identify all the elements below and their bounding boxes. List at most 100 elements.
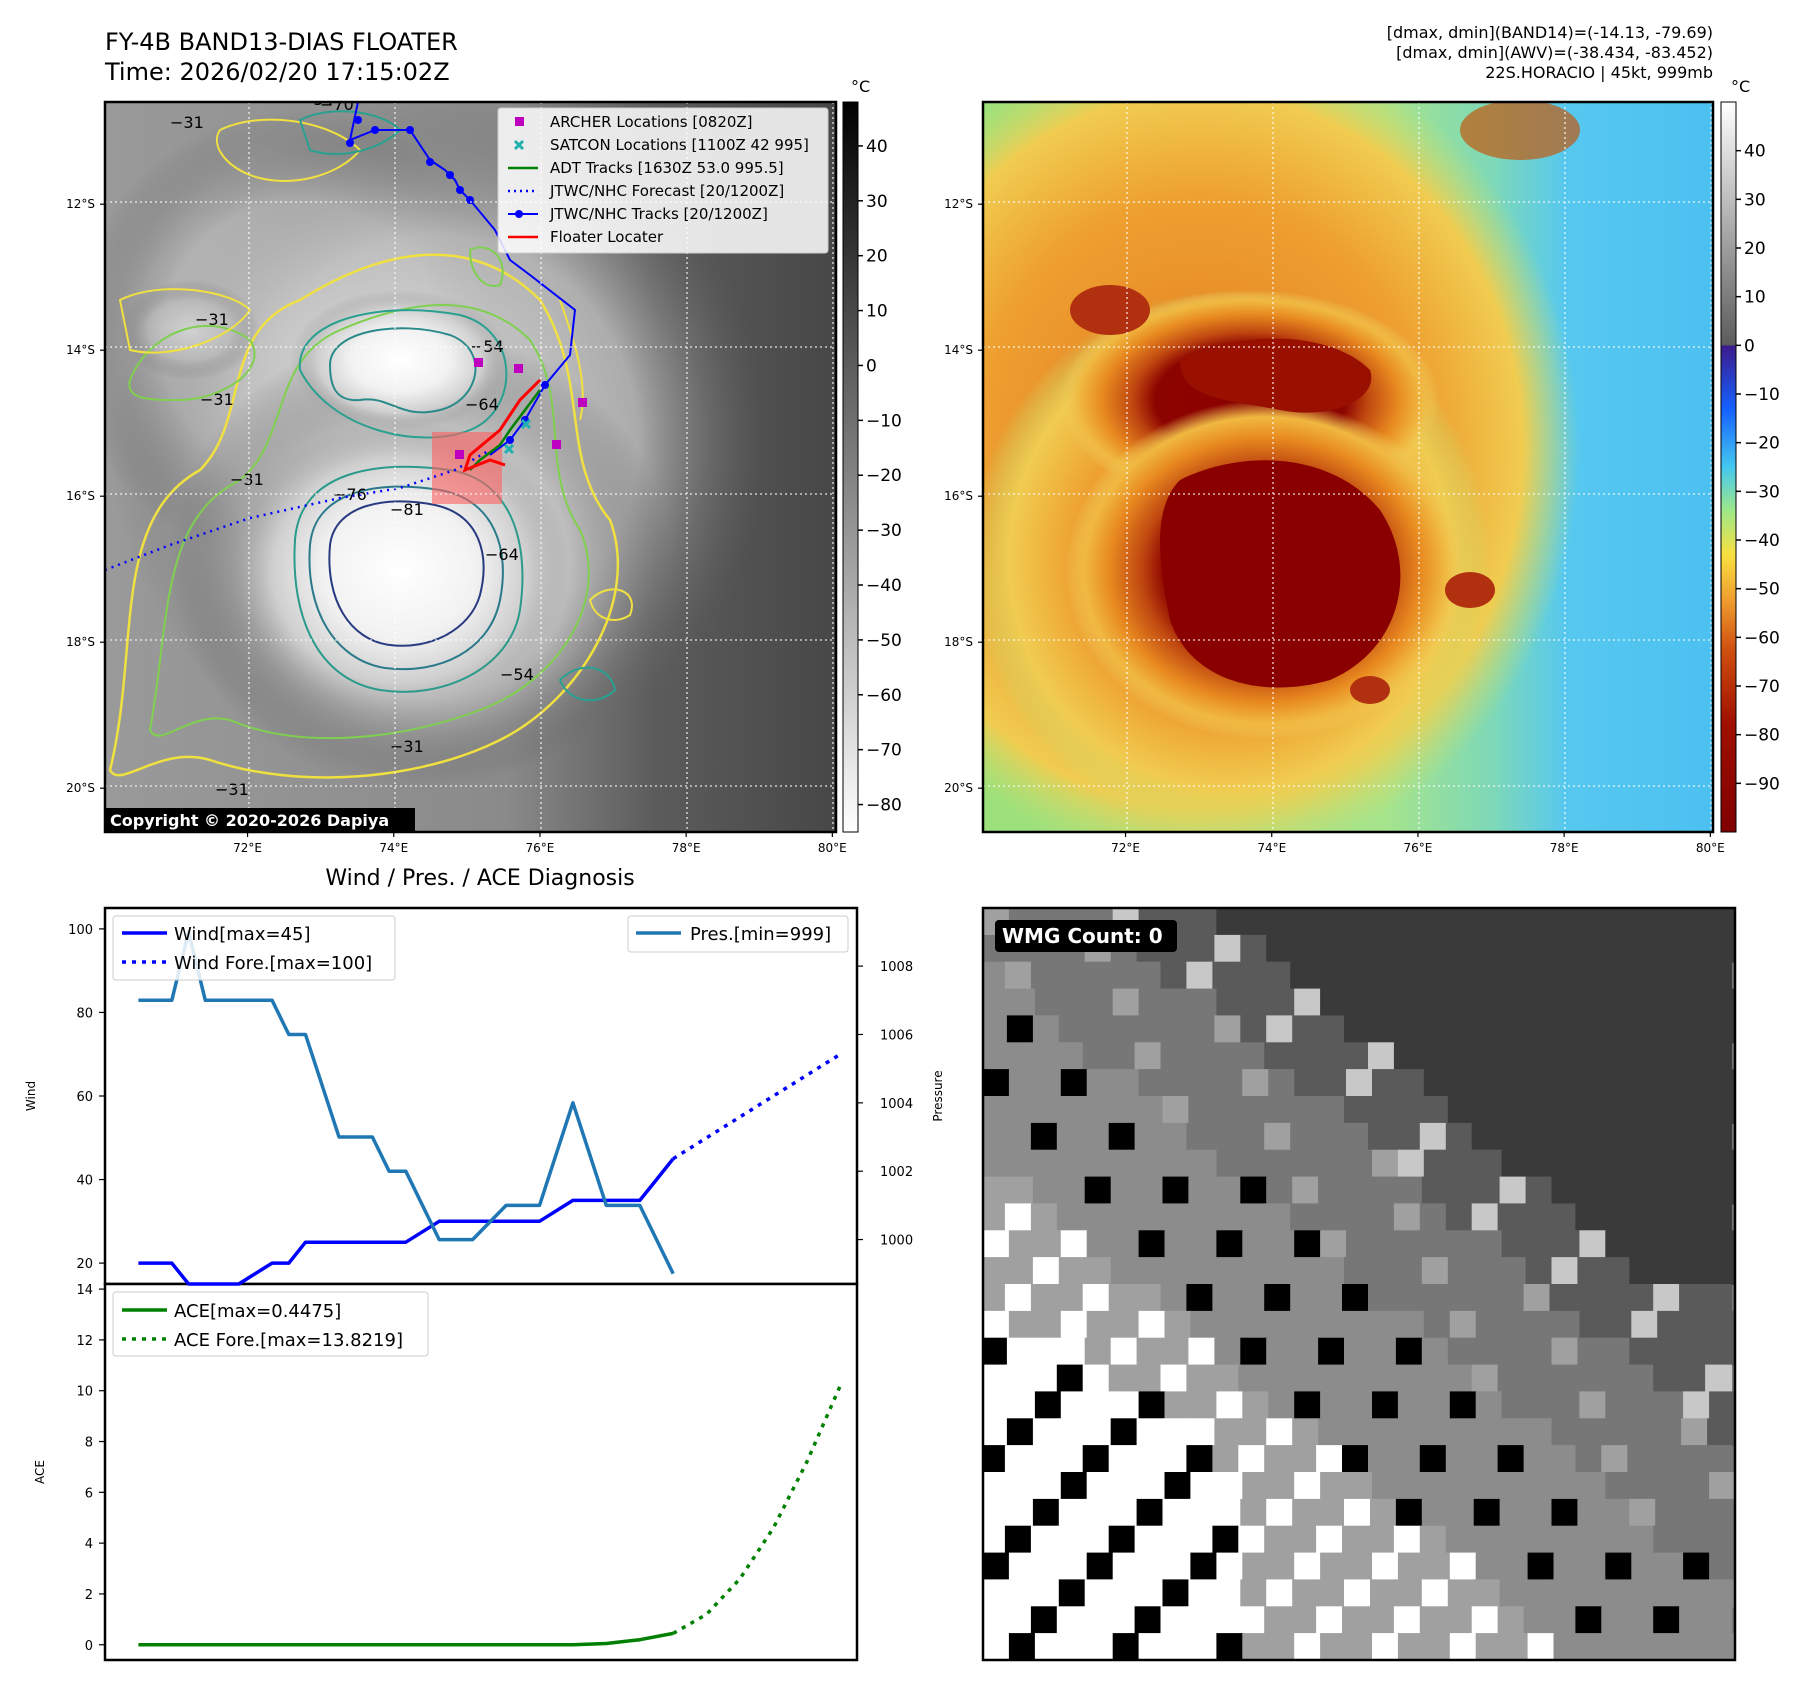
wmg-cell [1575, 1525, 1603, 1554]
wmg-cell [1372, 1310, 1399, 1339]
wmg-cell [1290, 1042, 1318, 1071]
wmg-cell [1397, 1391, 1425, 1420]
wmg-cell [1709, 908, 1735, 936]
wv-image [983, 102, 1713, 832]
contour-label: −31 [215, 780, 249, 799]
wmg-cell [1004, 1122, 1032, 1151]
wmg-badge-text: WMG Count: 0 [1002, 924, 1163, 948]
wmg-cell [1058, 1096, 1086, 1124]
wmg-cell [1264, 1525, 1292, 1554]
wmg-cell [1393, 1122, 1421, 1151]
wmg-cell [1683, 1230, 1710, 1259]
wmg-cell [1370, 1257, 1397, 1285]
wmg-cell [1397, 988, 1425, 1017]
wmg-cell [1032, 1579, 1060, 1608]
wmg-cell [1421, 1498, 1449, 1527]
wmg-cell [1370, 934, 1397, 963]
ace-ytick-label: 12 [76, 1334, 93, 1349]
wmg-cell [1653, 1445, 1681, 1473]
wmg-cell [1294, 908, 1322, 936]
wmg-cell [1216, 1633, 1244, 1660]
wmg-cell [1501, 1552, 1529, 1581]
wmg-cell [1653, 1203, 1681, 1232]
wmg-cell [1160, 1203, 1188, 1232]
wmg-cell [1108, 1122, 1136, 1151]
wmg-cell [1605, 1069, 1633, 1097]
wmg-cell [1034, 1472, 1062, 1500]
wmg-cell [1681, 1498, 1708, 1527]
wmg-cell [983, 1284, 1006, 1312]
wmg-cell [1471, 1203, 1499, 1232]
wmg-cell [1216, 988, 1244, 1017]
wmg-cell [1655, 1579, 1683, 1608]
wmg-cell [1290, 1122, 1318, 1151]
wmg-cell [1629, 1257, 1657, 1285]
wmg-cell [1705, 1284, 1732, 1312]
wind-ytick-label: 60 [76, 1090, 93, 1105]
wmg-cell [1136, 1498, 1164, 1527]
wmg-cell [1605, 988, 1633, 1017]
wmg-cell [1499, 1176, 1527, 1205]
wmg-cell [1162, 1418, 1190, 1447]
wmg-cell [1497, 1122, 1525, 1151]
colorbar-tick-label: 20 [866, 247, 888, 267]
lat-tick-label: 12°S [66, 197, 95, 211]
wmg-cell [1475, 988, 1503, 1017]
wmg-cell [1549, 1203, 1577, 1232]
wmg-cell [1705, 1606, 1732, 1635]
lat-tick-label: 20°S [66, 781, 95, 795]
wmg-cell [1238, 1042, 1266, 1071]
wmg-cell [1160, 1122, 1188, 1151]
wmg-cell [1709, 1391, 1735, 1420]
wmg-cell [1447, 1418, 1475, 1447]
wmg-cell [1084, 1176, 1112, 1205]
wmg-cell [1551, 1418, 1579, 1447]
wmg-cell [1242, 908, 1270, 936]
wmg-cell [1268, 1391, 1296, 1420]
wmg-cell [1397, 1552, 1425, 1581]
wmg-cell [1318, 1015, 1345, 1044]
wmg-cell [1370, 1498, 1397, 1527]
wmg-cell [1393, 1364, 1421, 1393]
wmg-cell [1318, 1418, 1345, 1447]
jtwc-track-points [346, 116, 549, 444]
wmg-cell [1629, 1579, 1657, 1608]
wmg-cell [1342, 1203, 1369, 1232]
wmg-cell [1683, 1552, 1710, 1581]
wmg-cell [1134, 1606, 1162, 1635]
wmg-cell [1627, 1122, 1655, 1151]
wmg-cell [1393, 961, 1421, 990]
wmg-cell [1501, 908, 1529, 936]
wmg-cell [1136, 1015, 1164, 1044]
pressure-legend: Pres.[min=999] [627, 915, 849, 953]
wmg-cell [1601, 1122, 1629, 1151]
wmg-cell [1294, 1472, 1322, 1500]
diagnosis-panel: Wind / Pres. / ACE Diagnosis Wind Pressu… [24, 866, 945, 1662]
wmg-cell [1499, 1015, 1527, 1044]
wmg-cell [1395, 1257, 1423, 1285]
legend-marker-dot [515, 210, 523, 218]
wmg-cell [1188, 1176, 1216, 1205]
wmg-cell [1134, 1122, 1162, 1151]
wmg-cell [1397, 1230, 1425, 1259]
wmg-cell [1655, 1418, 1683, 1447]
wmg-cell [1108, 1203, 1136, 1232]
wmg-cell [1058, 1498, 1086, 1527]
pressure-ytick-label: 1008 [880, 960, 913, 975]
wmg-cell [1162, 1579, 1190, 1608]
wmg-cell [1240, 1257, 1268, 1285]
wmg-cell [1240, 1579, 1268, 1608]
wmg-cell [1032, 1176, 1060, 1205]
wmg-cell [1266, 934, 1294, 963]
wmg-cell [1601, 1525, 1629, 1554]
wmg-cell [983, 1042, 1006, 1071]
wmg-cell [1108, 1364, 1136, 1393]
wind-fore-legend-label: Wind Fore.[max=100] [174, 953, 372, 974]
wind-ytick-label: 80 [76, 1006, 93, 1021]
wmg-cell [1006, 1096, 1034, 1124]
wmg-cell [1058, 1015, 1086, 1044]
wmg-cell [1008, 1472, 1036, 1500]
wmg-cell [1344, 1498, 1371, 1527]
wmg-cell [983, 1122, 1006, 1151]
colorbar-tick-label: −10 [1744, 385, 1780, 405]
